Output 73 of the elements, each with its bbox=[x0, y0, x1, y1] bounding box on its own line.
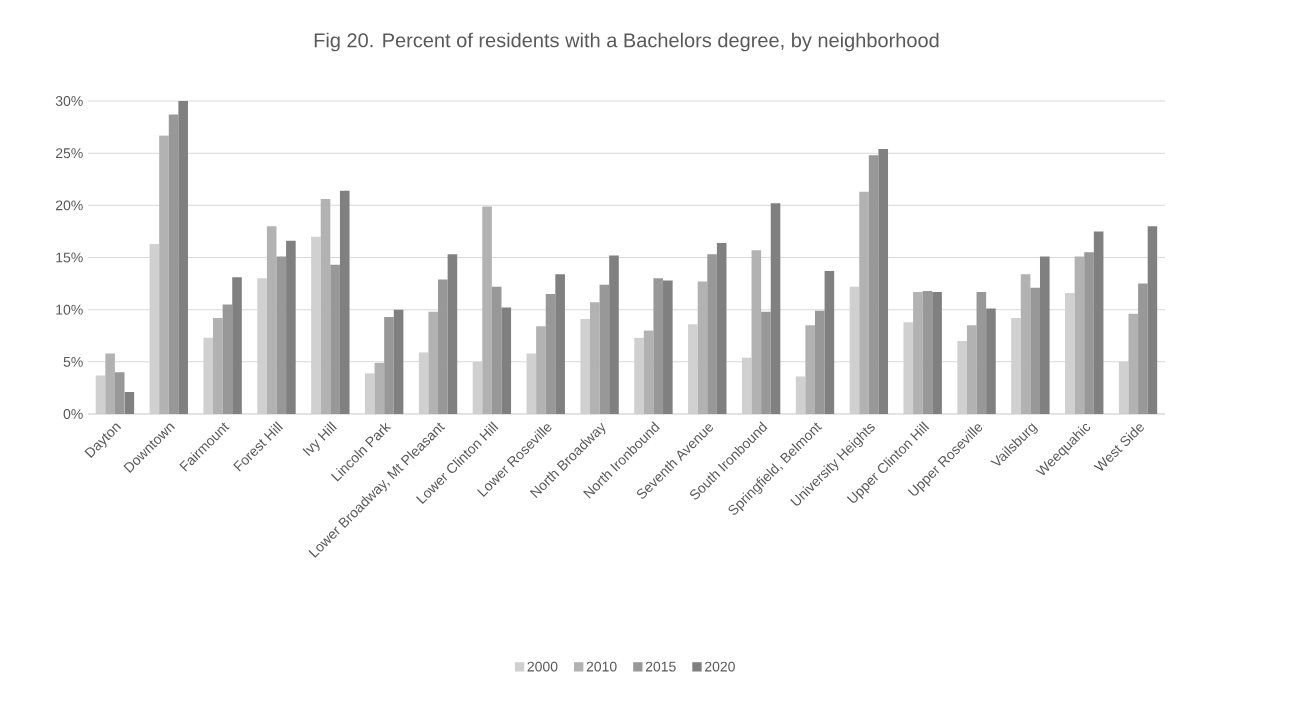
bar bbox=[384, 316, 394, 414]
bar bbox=[232, 277, 242, 414]
bar bbox=[761, 311, 771, 414]
bar bbox=[159, 135, 169, 414]
bar bbox=[555, 274, 565, 414]
bar bbox=[653, 278, 664, 414]
y-tick-label: 30% bbox=[55, 96, 83, 106]
bar bbox=[643, 330, 654, 414]
bar bbox=[438, 279, 448, 414]
bar bbox=[1084, 252, 1094, 414]
bar bbox=[374, 362, 385, 414]
legend-label: 2000 bbox=[527, 661, 558, 672]
bar bbox=[1074, 256, 1085, 414]
bar bbox=[124, 392, 135, 414]
bar bbox=[599, 284, 610, 414]
bar bbox=[276, 256, 287, 414]
bar bbox=[1138, 283, 1148, 414]
bar bbox=[805, 325, 815, 414]
bar bbox=[922, 290, 933, 414]
bar bbox=[491, 286, 502, 414]
bar bbox=[589, 302, 600, 414]
bar bbox=[913, 291, 923, 414]
y-tick-label: 20% bbox=[55, 200, 83, 211]
bar bbox=[105, 353, 115, 414]
legend-label: 2020 bbox=[705, 661, 735, 672]
bar bbox=[716, 242, 727, 414]
bar bbox=[536, 326, 546, 414]
bar bbox=[770, 203, 781, 414]
bar bbox=[932, 291, 942, 414]
bar bbox=[222, 304, 233, 414]
bar bbox=[868, 155, 879, 414]
bar bbox=[1147, 226, 1158, 414]
bar bbox=[697, 281, 708, 414]
x-tick-label: Ivy Hill bbox=[302, 421, 337, 457]
bar bbox=[663, 280, 673, 414]
bar bbox=[330, 264, 340, 414]
bar bbox=[751, 250, 762, 414]
bar bbox=[824, 271, 835, 414]
bar bbox=[213, 318, 223, 414]
bar bbox=[286, 240, 296, 414]
legend-label: 2010 bbox=[586, 661, 617, 672]
bar bbox=[976, 291, 987, 414]
bar bbox=[1030, 287, 1040, 414]
bar bbox=[501, 307, 512, 414]
bar bbox=[609, 255, 619, 414]
bar bbox=[986, 308, 996, 414]
bar bbox=[878, 148, 889, 414]
y-tick-label: 25% bbox=[55, 148, 83, 159]
bar bbox=[1128, 313, 1139, 414]
y-tick-label: 15% bbox=[56, 252, 83, 263]
bar bbox=[447, 254, 458, 414]
chart-title: Fig 20. Percent of residents with a Bachelors degree, by neighborhood bbox=[314, 32, 939, 52]
y-tick-label: 10% bbox=[56, 304, 83, 315]
bar bbox=[545, 294, 556, 414]
bar bbox=[1093, 231, 1104, 414]
legend-label: 2015 bbox=[645, 661, 676, 672]
bar bbox=[266, 226, 277, 414]
bar bbox=[428, 311, 439, 414]
bar bbox=[168, 114, 179, 414]
bar bbox=[339, 190, 350, 414]
bar bbox=[114, 372, 125, 414]
bar bbox=[320, 199, 331, 414]
bar bbox=[482, 206, 492, 414]
bar bbox=[814, 310, 825, 414]
bar bbox=[859, 191, 869, 414]
bar bbox=[1020, 274, 1031, 414]
bar bbox=[1039, 256, 1050, 414]
bar bbox=[707, 254, 717, 414]
y-tick-label: 0% bbox=[63, 409, 83, 419]
bar bbox=[966, 325, 977, 414]
bar bbox=[393, 309, 404, 414]
bar bbox=[178, 101, 188, 414]
y-tick-label: 5% bbox=[63, 356, 83, 367]
